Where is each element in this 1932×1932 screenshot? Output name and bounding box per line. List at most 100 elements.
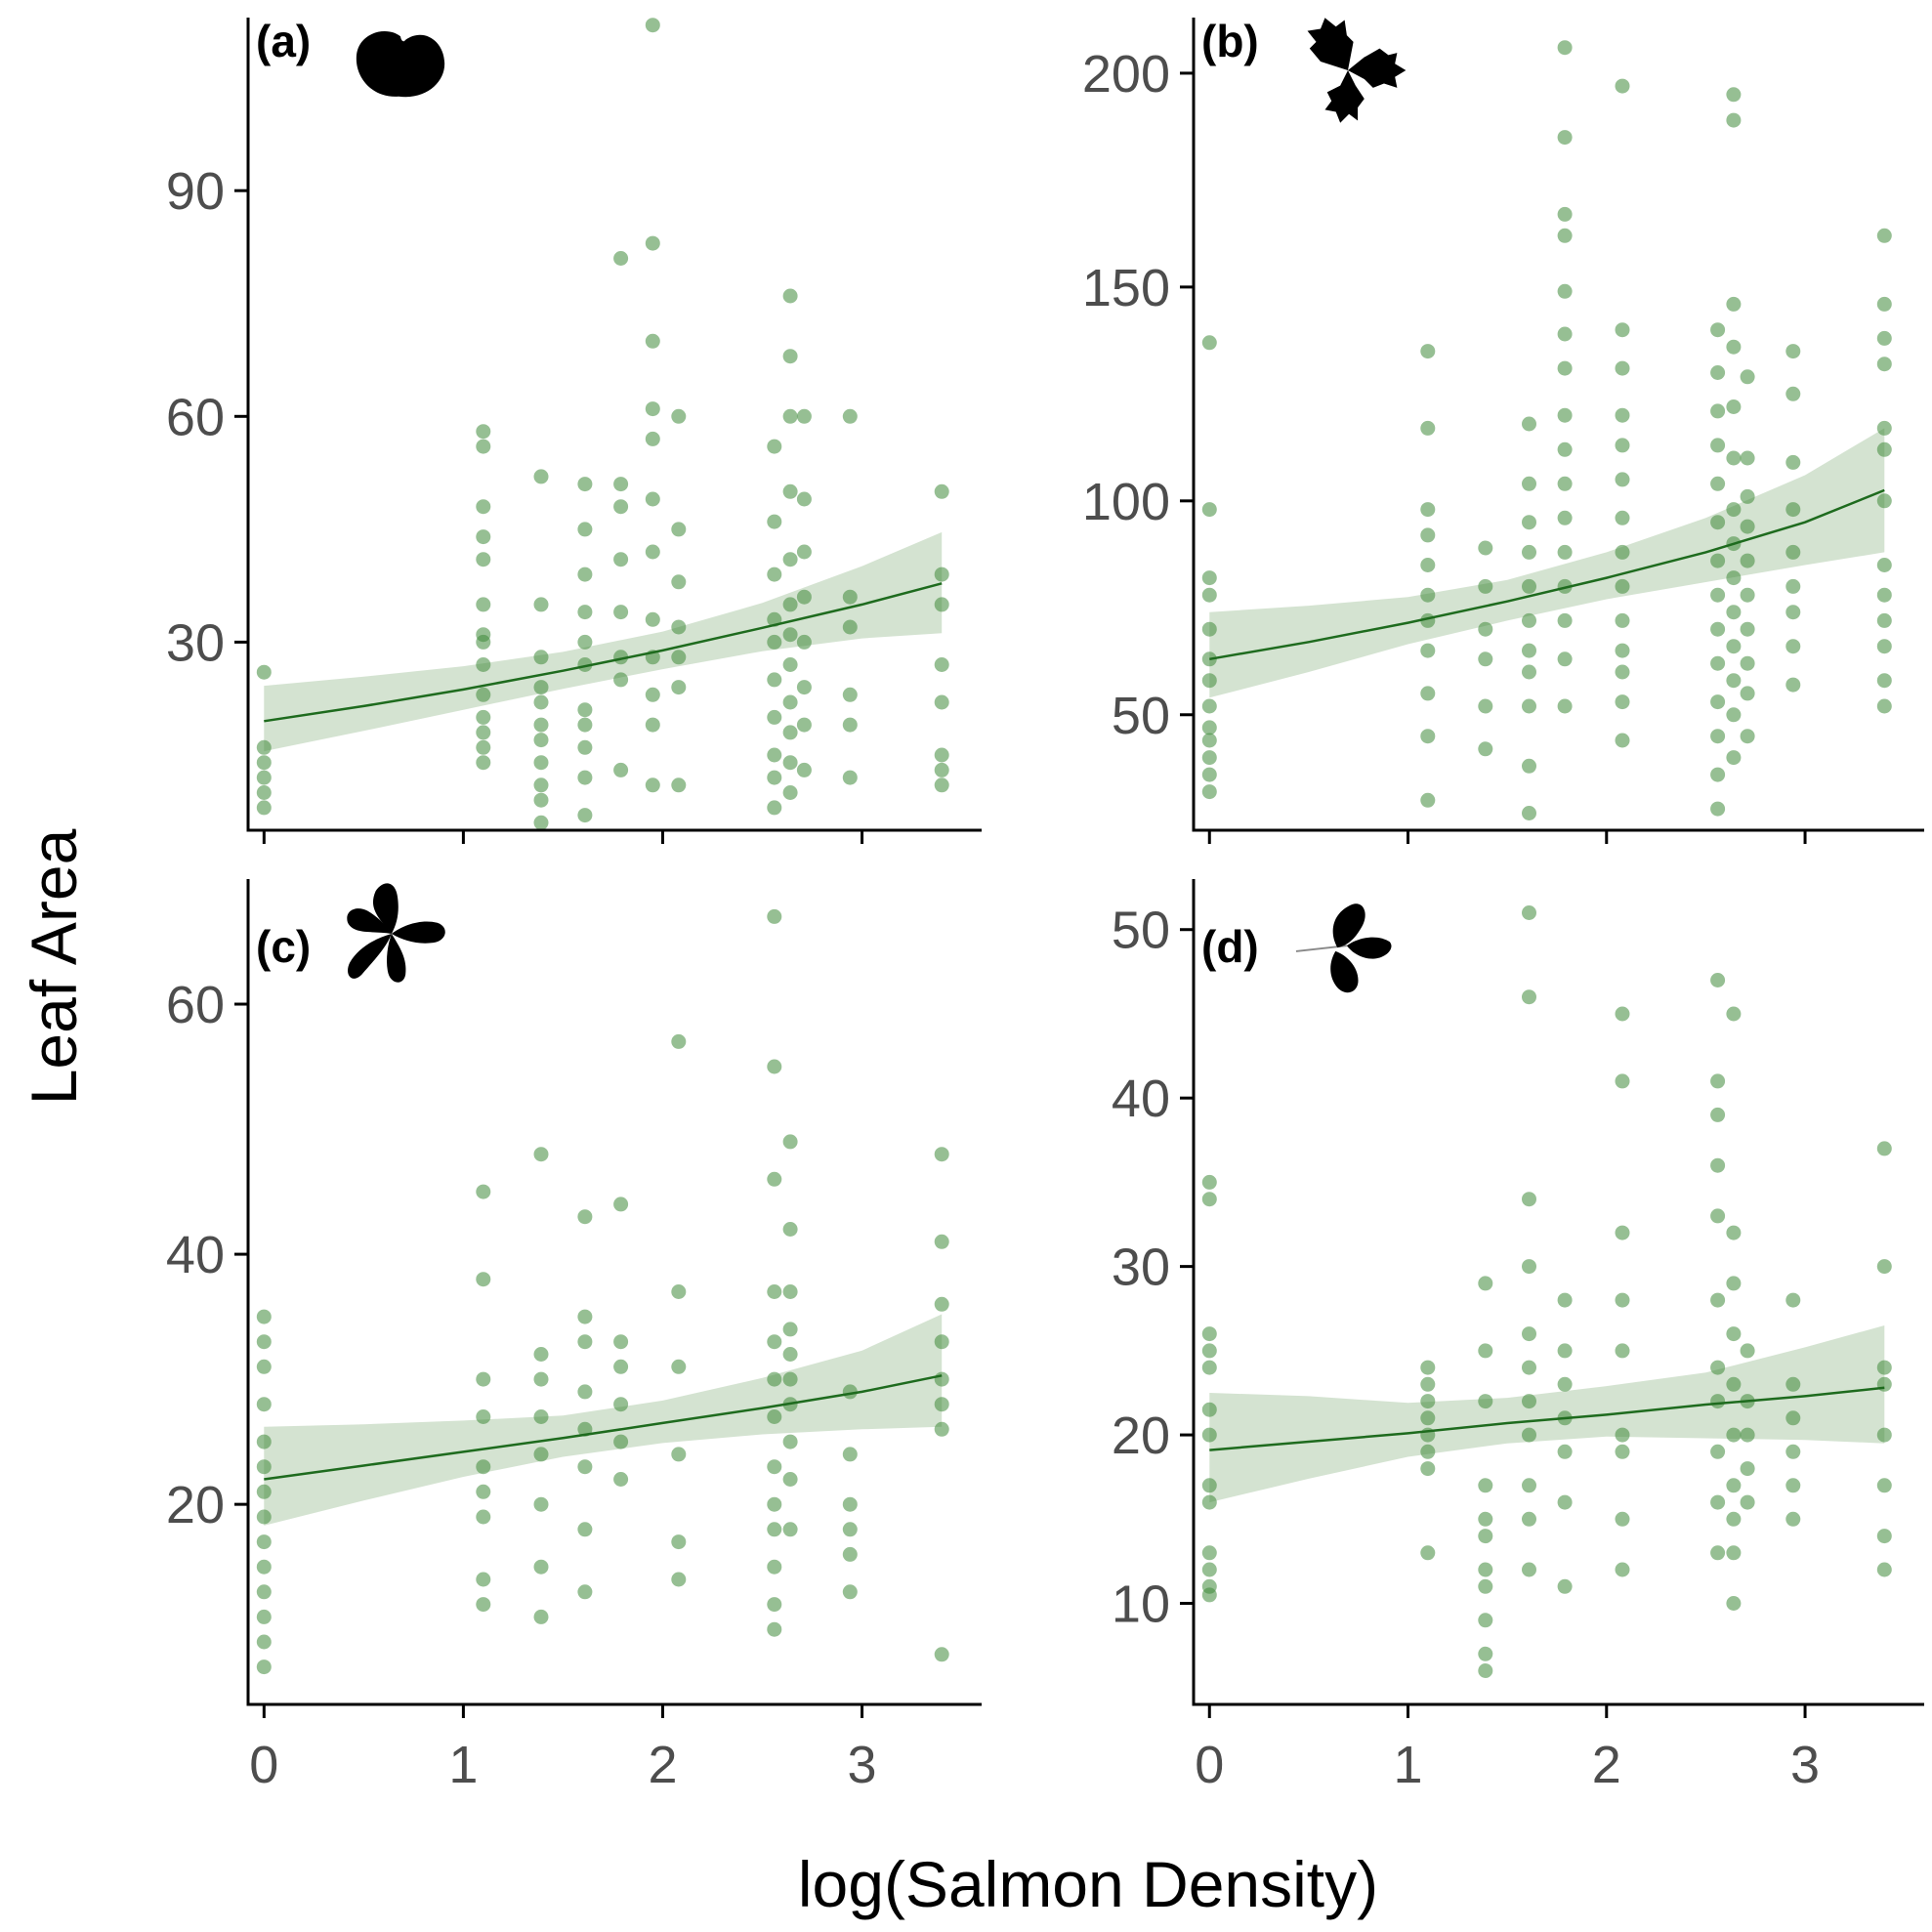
data-point <box>1522 476 1536 491</box>
data-point <box>1615 322 1630 338</box>
data-point <box>533 1347 549 1362</box>
data-point <box>476 709 491 725</box>
data-point <box>842 1522 858 1537</box>
data-point <box>782 1284 798 1299</box>
data-point <box>671 574 687 590</box>
data-point <box>934 1234 949 1249</box>
data-point <box>767 634 782 650</box>
data-point <box>1785 1444 1801 1459</box>
data-point <box>1726 1326 1742 1342</box>
data-point <box>1522 1259 1536 1275</box>
y-tick-label: 30 <box>1112 1239 1170 1297</box>
data-point <box>533 1496 549 1512</box>
data-point <box>1557 578 1573 594</box>
data-point <box>577 567 593 582</box>
data-point <box>1201 1578 1217 1594</box>
data-point <box>1876 673 1892 689</box>
data-point <box>476 725 491 740</box>
data-point <box>1478 1613 1493 1628</box>
data-point <box>1876 558 1892 572</box>
data-point <box>645 777 660 793</box>
data-point <box>1710 1157 1726 1173</box>
confidence-ribbon <box>264 531 943 752</box>
data-point <box>476 755 491 771</box>
data-point <box>767 709 782 725</box>
data-point <box>1710 973 1726 987</box>
round-leaf-icon <box>356 31 445 98</box>
data-point <box>476 627 491 643</box>
data-point <box>1522 1326 1536 1342</box>
data-point <box>613 552 629 567</box>
data-point <box>767 1621 782 1637</box>
data-point <box>1726 339 1742 355</box>
data-point <box>1785 1292 1801 1308</box>
data-point <box>934 1397 949 1412</box>
data-point <box>782 597 798 612</box>
data-point <box>476 687 491 702</box>
data-point <box>782 1371 798 1387</box>
data-point <box>1478 741 1493 757</box>
data-point <box>1201 673 1217 689</box>
data-point <box>256 755 272 771</box>
data-point <box>1201 335 1217 351</box>
data-point <box>1420 587 1436 603</box>
data-point <box>577 702 593 718</box>
data-point <box>671 1359 687 1374</box>
data-point <box>1420 1376 1436 1392</box>
data-point <box>1876 1478 1892 1493</box>
data-point <box>613 1397 629 1412</box>
data-point <box>1557 1376 1573 1392</box>
data-point <box>577 605 593 620</box>
data-point <box>782 1322 798 1337</box>
data-point <box>796 717 812 733</box>
data-point <box>1557 130 1573 146</box>
data-point <box>934 762 949 777</box>
data-point <box>1785 386 1801 401</box>
panel-tag-b: (b) <box>1201 16 1259 66</box>
data-point <box>1201 1402 1217 1417</box>
data-point <box>671 1534 687 1550</box>
data-point <box>1201 698 1217 714</box>
data-point <box>767 1597 782 1613</box>
data-point <box>1710 1545 1726 1561</box>
data-point <box>533 777 549 793</box>
data-point <box>767 800 782 816</box>
data-point <box>934 1334 949 1350</box>
data-point <box>1710 322 1726 338</box>
data-point <box>1557 1343 1573 1359</box>
panel-a: 30 60 90 <box>166 18 982 844</box>
data-point <box>1522 515 1536 530</box>
data-point <box>1740 655 1755 671</box>
fit-line <box>1209 1386 1885 1451</box>
data-point <box>1420 643 1436 658</box>
data-point <box>1201 750 1217 766</box>
data-point <box>1478 1562 1493 1577</box>
data-point <box>1557 612 1573 628</box>
data-point <box>476 739 491 755</box>
data-point <box>577 477 593 492</box>
data-point <box>1420 686 1436 701</box>
data-point <box>613 1197 629 1212</box>
data-point <box>1557 1494 1573 1510</box>
data-point <box>1522 989 1536 1005</box>
data-point <box>1201 767 1217 782</box>
data-point <box>1201 1343 1217 1359</box>
data-point <box>1726 450 1742 466</box>
data-point <box>1726 750 1742 766</box>
data-point <box>1201 720 1217 735</box>
data-point <box>1710 621 1726 637</box>
data-point <box>476 499 491 515</box>
data-point <box>613 1472 629 1487</box>
data-point <box>767 672 782 688</box>
data-point <box>1478 698 1493 714</box>
data-point <box>796 544 812 560</box>
data-point <box>1785 454 1801 470</box>
confidence-ribbon <box>1209 428 1885 698</box>
data-point <box>533 1409 549 1424</box>
x-tick-label: 0 <box>249 1736 278 1794</box>
y-tick-label: 20 <box>166 1476 225 1534</box>
data-point <box>1201 1326 1217 1342</box>
data-point <box>671 1447 687 1462</box>
